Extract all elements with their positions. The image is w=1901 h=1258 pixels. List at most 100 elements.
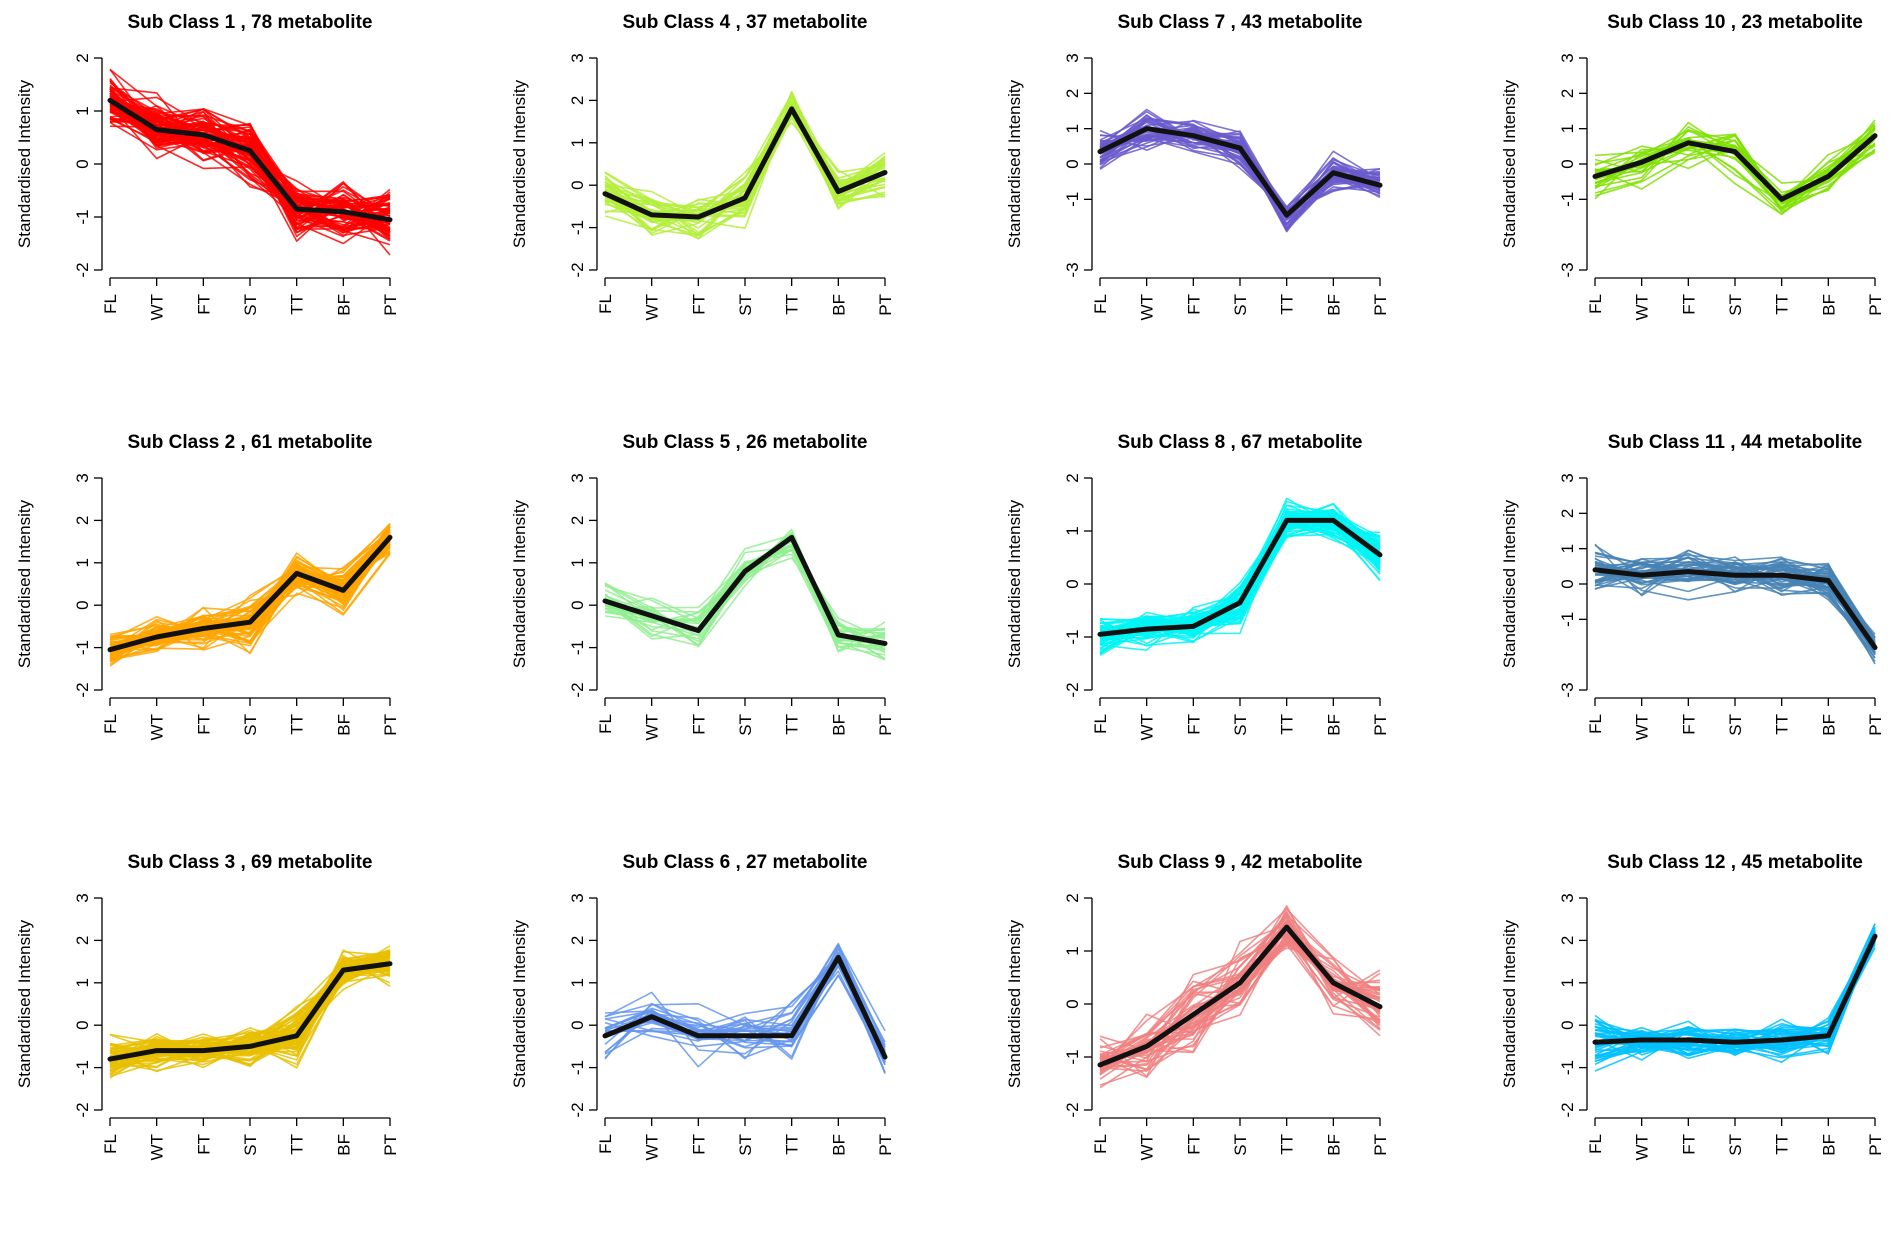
mean-profile-line: [107, 97, 393, 223]
y-tick-label: -1: [568, 220, 587, 235]
x-tick-label: WT: [643, 714, 662, 740]
profile-line: [109, 953, 391, 1068]
y-tick-label: 2: [568, 96, 587, 105]
profile-line: [1099, 508, 1381, 629]
profile-line: [1099, 924, 1381, 1061]
y-tick-label: -1: [73, 640, 92, 655]
y-tick-label: 2: [73, 53, 92, 62]
x-tick-label: FL: [596, 714, 615, 734]
profile-line: [604, 105, 886, 236]
x-tick-label: FT: [689, 294, 708, 315]
y-tick-label: 2: [1063, 89, 1082, 98]
x-tick-label: ST: [1726, 294, 1745, 316]
y-tick-label: -2: [1063, 1102, 1082, 1117]
x-tick-label: PT: [876, 714, 895, 736]
y-tick-label: 0: [1063, 579, 1082, 588]
y-tick-label: 0: [73, 600, 92, 609]
mean-profile-line: [107, 534, 393, 653]
y-tick-label: 2: [1063, 893, 1082, 902]
profile-lines: [1594, 119, 1876, 216]
profile-line: [1594, 561, 1876, 638]
profile-lines: [1099, 108, 1381, 233]
x-tick-label: TT: [1278, 714, 1297, 735]
x-tick-label: FT: [1679, 1134, 1698, 1155]
x-tick-label: PT: [1866, 714, 1885, 736]
y-tick-label: -1: [73, 209, 92, 224]
profile-line: [109, 111, 391, 238]
y-axis-label: Standardised Intensity: [1005, 499, 1024, 668]
profile-line: [1099, 514, 1381, 636]
y-tick-label: -3: [1063, 262, 1082, 277]
x-tick-label: BF: [829, 714, 848, 736]
y-axis-label: Standardised Intensity: [1500, 79, 1519, 248]
mean-profile-line: [1097, 517, 1383, 637]
y-tick-label: 2: [568, 516, 587, 525]
x-tick-label: FT: [194, 1134, 213, 1155]
panel-title: Sub Class 9 , 42 metabolite: [1118, 852, 1363, 873]
profile-line: [604, 531, 886, 648]
profile-line: [1594, 144, 1876, 202]
x-tick-label: TT: [1773, 714, 1792, 735]
y-tick-label: 0: [73, 1020, 92, 1029]
profile-line: [1594, 570, 1876, 645]
profile-line: [1594, 138, 1876, 203]
x-tick-label: FL: [1091, 294, 1110, 314]
x-tick-label: TT: [1773, 294, 1792, 315]
x-tick-label: PT: [876, 294, 895, 316]
x-tick-label: PT: [1371, 1134, 1390, 1156]
subclass-panel: Sub Class 9 , 42 metabolite Standardised …: [1005, 852, 1390, 1160]
y-tick-label: 3: [568, 893, 587, 902]
x-tick-label: BF: [829, 294, 848, 316]
y-axis-label: Standardised Intensity: [1500, 499, 1519, 668]
y-tick-label: 3: [73, 893, 92, 902]
y-tick-label: -2: [568, 1102, 587, 1117]
y-tick-label: -2: [568, 682, 587, 697]
x-tick-label: FT: [1184, 294, 1203, 315]
x-tick-label: BF: [1324, 714, 1343, 736]
x-tick-label: TT: [1773, 1134, 1792, 1155]
y-tick-label: 0: [1558, 159, 1577, 168]
x-tick-label: FL: [1586, 1134, 1605, 1154]
y-tick-label: 0: [1063, 159, 1082, 168]
x-tick-label: FL: [596, 294, 615, 314]
x-tick-label: FL: [596, 1134, 615, 1154]
y-axis-label: Standardised Intensity: [1005, 79, 1024, 248]
mean-profile-line: [107, 961, 393, 1062]
y-tick-label: 0: [73, 159, 92, 168]
subclass-chart-grid: Sub Class 1 , 78 metabolite Standardised …: [15, 12, 1885, 1160]
x-tick-label: BF: [1819, 1134, 1838, 1156]
x-tick-label: TT: [288, 1134, 307, 1155]
x-tick-label: BF: [334, 294, 353, 316]
x-tick-label: WT: [643, 1134, 662, 1160]
y-tick-label: -2: [568, 262, 587, 277]
profile-lines: [1594, 923, 1876, 1072]
x-tick-label: BF: [1819, 714, 1838, 736]
y-tick-label: -1: [1063, 1049, 1082, 1064]
y-tick-label: 3: [568, 473, 587, 482]
panel-title: Sub Class 5 , 26 metabolite: [623, 432, 868, 453]
panel-title: Sub Class 7 , 43 metabolite: [1118, 12, 1363, 33]
y-axis-label: Standardised Intensity: [15, 79, 34, 248]
mean-profile-line: [1097, 924, 1383, 1068]
mean-profile-line: [1592, 133, 1878, 202]
profile-line: [109, 552, 391, 651]
profile-line: [604, 548, 886, 641]
profile-line: [604, 535, 886, 640]
mean-profile-line: [1592, 567, 1878, 651]
y-tick-label: 2: [1558, 509, 1577, 518]
y-tick-label: -1: [1558, 1060, 1577, 1075]
subclass-panel: Sub Class 11 , 44 metabolite Standardised…: [1500, 432, 1885, 740]
y-tick-label: 1: [73, 978, 92, 987]
y-tick-label: 2: [1063, 473, 1082, 482]
profile-line: [109, 103, 391, 229]
y-axis-label: Standardised Intensity: [510, 919, 529, 1088]
x-tick-label: PT: [1866, 294, 1885, 316]
x-tick-label: ST: [736, 294, 755, 316]
profile-line: [604, 947, 886, 1063]
x-tick-label: WT: [148, 1134, 167, 1160]
y-tick-label: 1: [1558, 124, 1577, 133]
subclass-panel: Sub Class 1 , 78 metabolite Standardised …: [15, 12, 400, 320]
y-tick-label: -2: [73, 682, 92, 697]
y-tick-label: 1: [1558, 978, 1577, 987]
x-tick-label: ST: [1231, 714, 1250, 736]
